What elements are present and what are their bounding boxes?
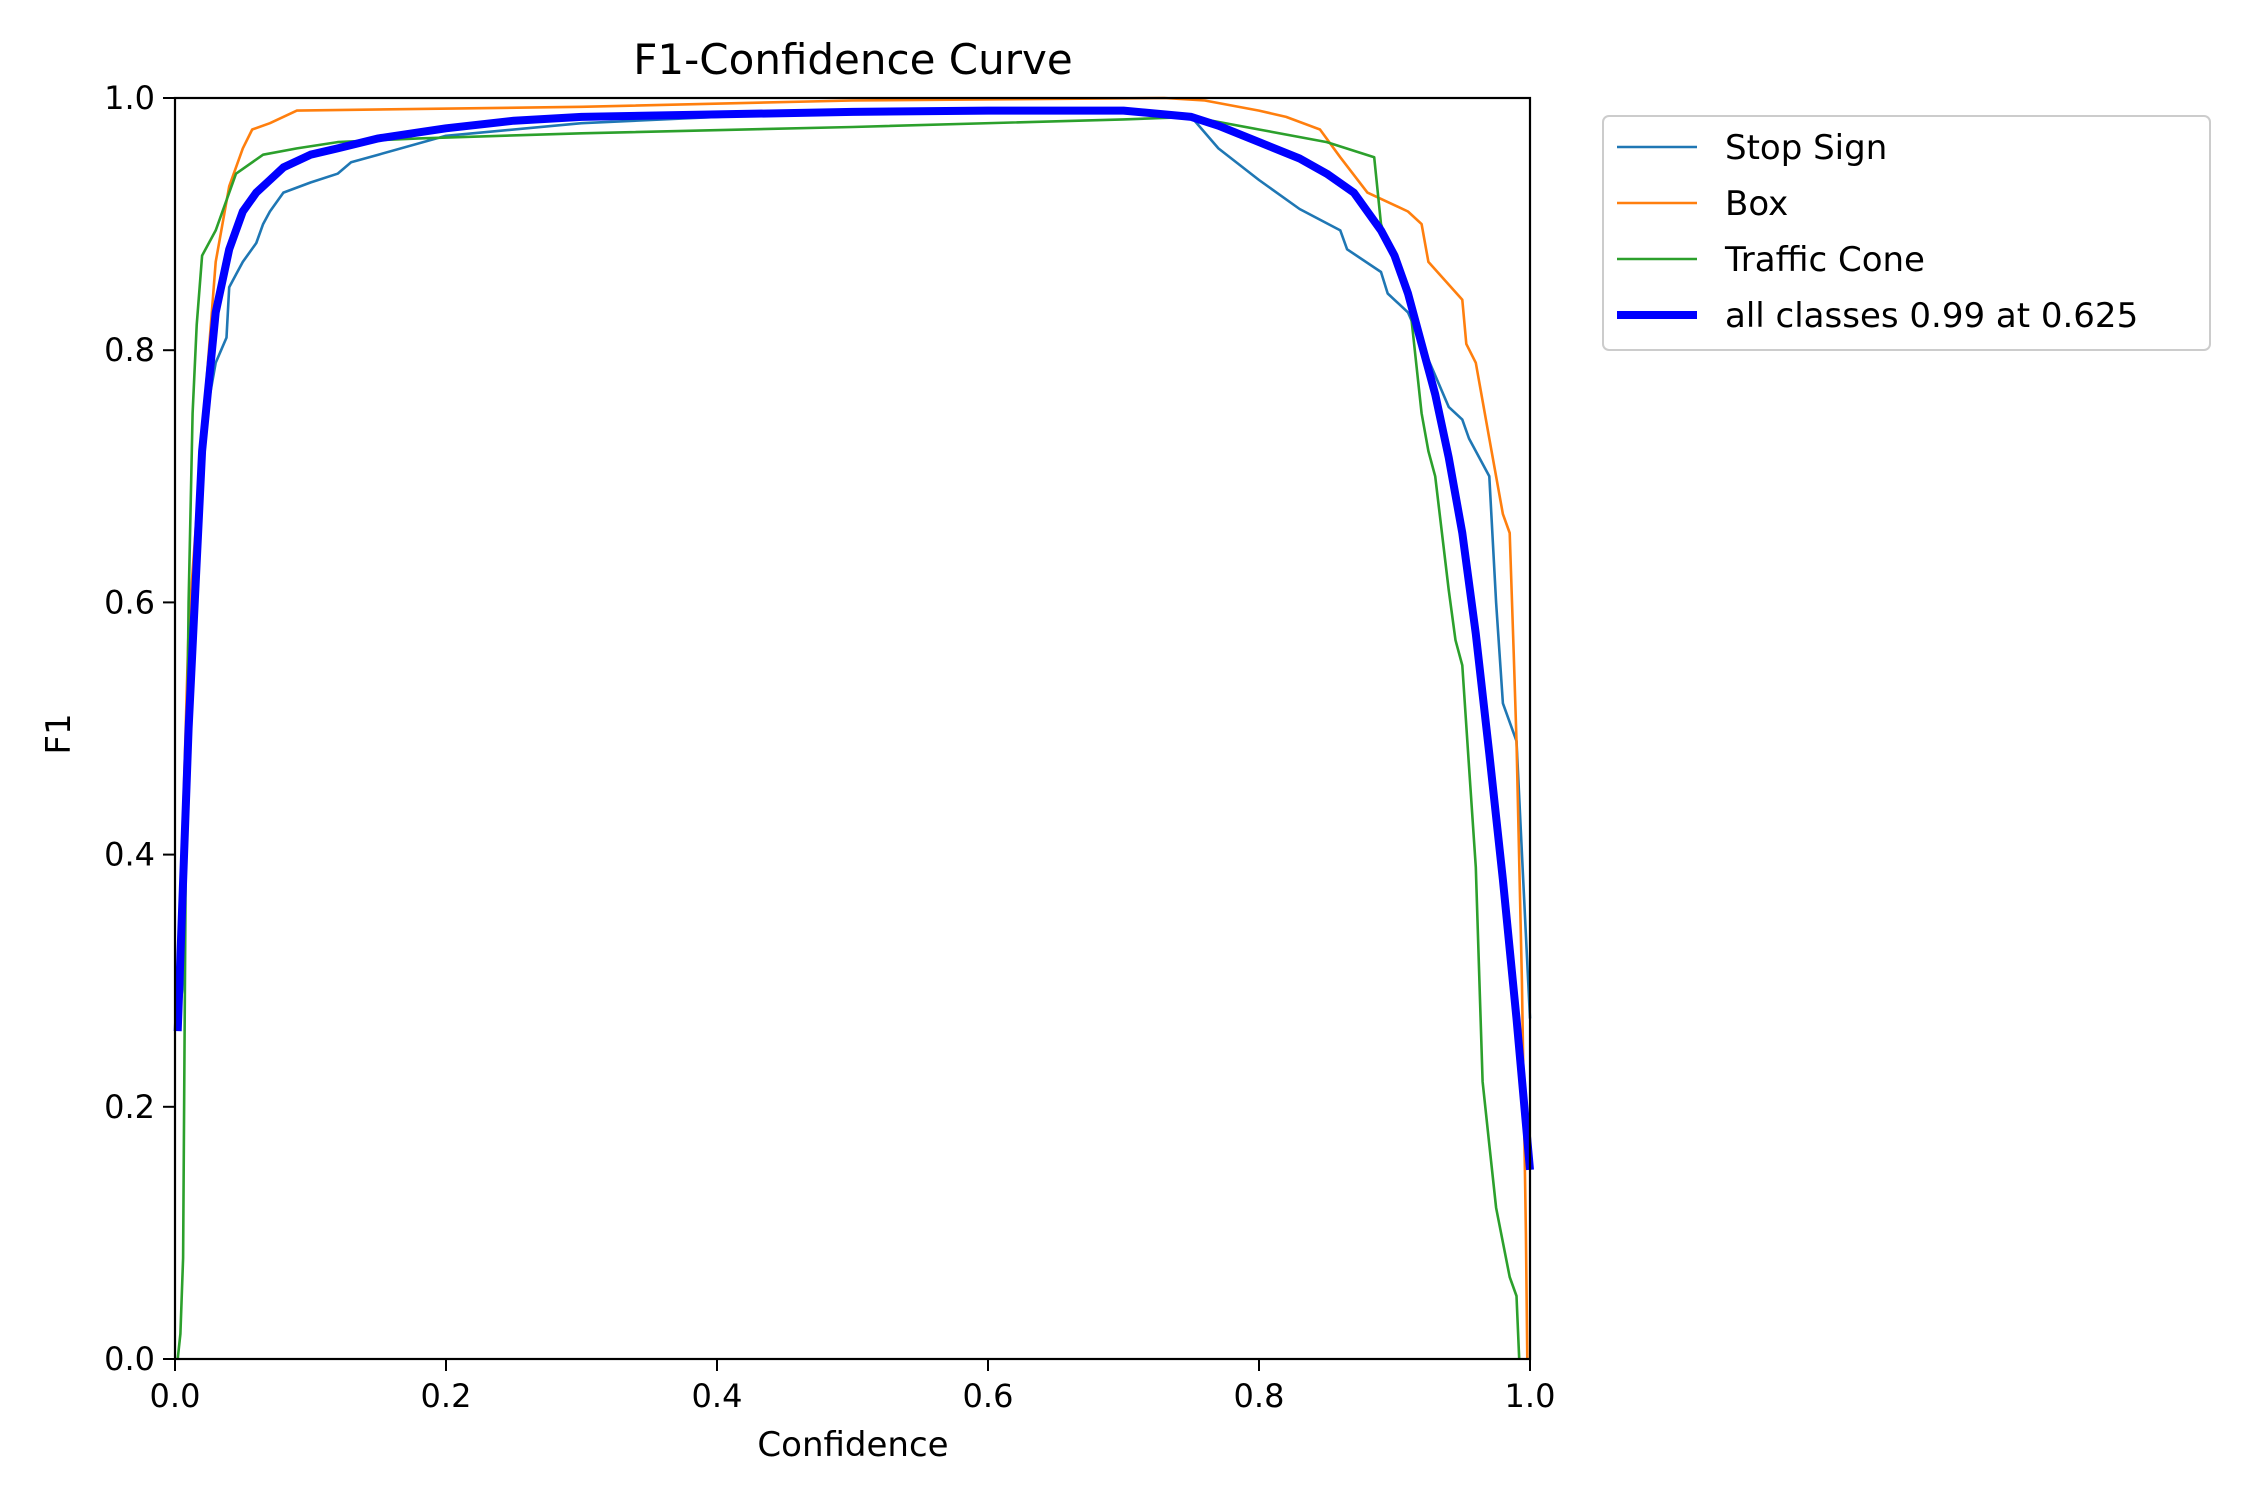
y-tick-label: 0.6 bbox=[104, 583, 155, 621]
legend: Stop Sign Box Traffic Cone all classes 0.99… bbox=[1602, 115, 2211, 351]
y-tick-label: 0.8 bbox=[104, 331, 155, 369]
x-tick-label: 0.6 bbox=[963, 1377, 1014, 1415]
x-ticks: 0.0 0.2 0.4 0.6 0.8 1.0 bbox=[150, 1359, 1556, 1415]
y-axis-label: F1 bbox=[39, 713, 79, 754]
legend-label-2: Traffic Cone bbox=[1724, 240, 1925, 280]
plot-frame bbox=[173, 96, 1532, 1361]
y-ticks: 0.0 0.2 0.4 0.6 0.8 1.0 bbox=[104, 79, 175, 1378]
x-axis-label: Confidence bbox=[757, 1425, 948, 1465]
y-tick-label: 0.2 bbox=[104, 1088, 155, 1126]
x-tick-label: 0.8 bbox=[1234, 1377, 1285, 1415]
legend-label-1: Box bbox=[1725, 184, 1788, 224]
y-tick-label: 0.4 bbox=[104, 836, 155, 874]
legend-box bbox=[1602, 115, 2211, 351]
y-tick-label: 1.0 bbox=[104, 79, 155, 117]
legend-label-0: Stop Sign bbox=[1725, 128, 1887, 168]
series-line-3 bbox=[173, 106, 1534, 1171]
y-tick-label: 0.0 bbox=[104, 1340, 155, 1378]
x-tick-label: 0.0 bbox=[150, 1377, 201, 1415]
x-tick-label: 0.4 bbox=[692, 1377, 743, 1415]
x-tick-label: 1.0 bbox=[1505, 1377, 1556, 1415]
legend-label-3: all classes 0.99 at 0.625 bbox=[1725, 296, 2138, 336]
plot-lines bbox=[173, 96, 1534, 1360]
series-line-2 bbox=[176, 115, 1521, 1360]
series-line-0 bbox=[177, 109, 1532, 1019]
chart-title: F1-Confidence Curve bbox=[633, 35, 1072, 84]
series-line-1 bbox=[177, 96, 1529, 1360]
x-tick-label: 0.2 bbox=[421, 1377, 472, 1415]
